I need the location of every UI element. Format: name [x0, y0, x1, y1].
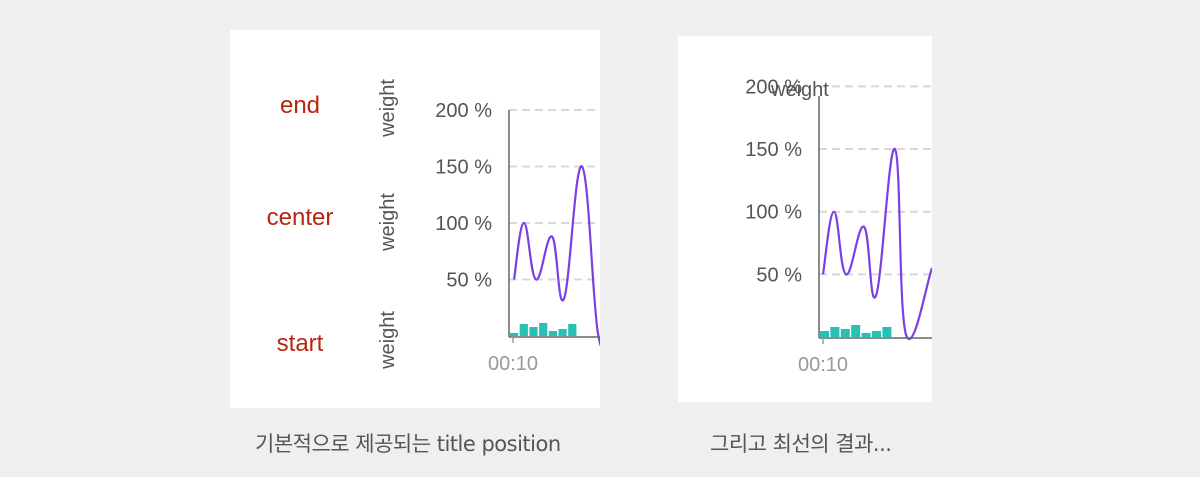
- y-tick-label: 150 %: [745, 139, 802, 161]
- y-tick-label: 200 %: [745, 76, 802, 98]
- bar: [872, 331, 881, 337]
- y-axis-title-top: weight: [770, 79, 829, 101]
- x-tick-label: 00:10: [798, 354, 848, 376]
- bar: [558, 329, 567, 336]
- bar: [851, 325, 861, 337]
- bar: [519, 324, 528, 336]
- plot-area: 50 % 100 % 150 % 200 % 00:10 weight: [745, 76, 932, 376]
- title-position-center-label: center: [266, 204, 334, 231]
- bar: [861, 333, 871, 337]
- bar: [510, 333, 519, 336]
- x-tick-label: 00:10: [488, 353, 538, 375]
- bar: [539, 323, 548, 336]
- bar: [840, 329, 850, 337]
- plot-area: 50 % 100 % 150 % 200 % 00:10: [435, 100, 600, 375]
- bar: [529, 327, 538, 336]
- caption-best-result: 그리고 최선의 결과...: [710, 432, 892, 456]
- line-series: [512, 165, 600, 347]
- bar: [882, 327, 892, 337]
- left-chart-svg: 50 % 100 % 150 % 200 % 00:10: [435, 100, 600, 375]
- y-tick-label: 50 %: [756, 264, 802, 286]
- left-chart-panel: end center start weight weight weight 50…: [230, 30, 600, 408]
- line-series: [821, 147, 932, 340]
- bar: [568, 324, 577, 336]
- bar: [548, 331, 557, 336]
- right-chart-svg: 50 % 100 % 150 % 200 % 00:10 weight: [745, 76, 932, 376]
- caption-default-title-position: 기본적으로 제공되는 title position: [255, 432, 561, 456]
- title-position-start-label: start: [276, 330, 324, 357]
- y-tick-label: 150 %: [435, 157, 492, 179]
- y-tick-label: 100 %: [745, 202, 802, 224]
- right-chart-panel: 50 % 100 % 150 % 200 % 00:10 weight: [678, 36, 932, 402]
- bar: [830, 327, 840, 337]
- y-tick-label: 50 %: [446, 270, 492, 292]
- y-tick-label: 100 %: [435, 213, 492, 235]
- title-position-end-label: end: [279, 92, 321, 119]
- y-tick-label: 200 %: [435, 100, 492, 122]
- bar: [820, 331, 829, 337]
